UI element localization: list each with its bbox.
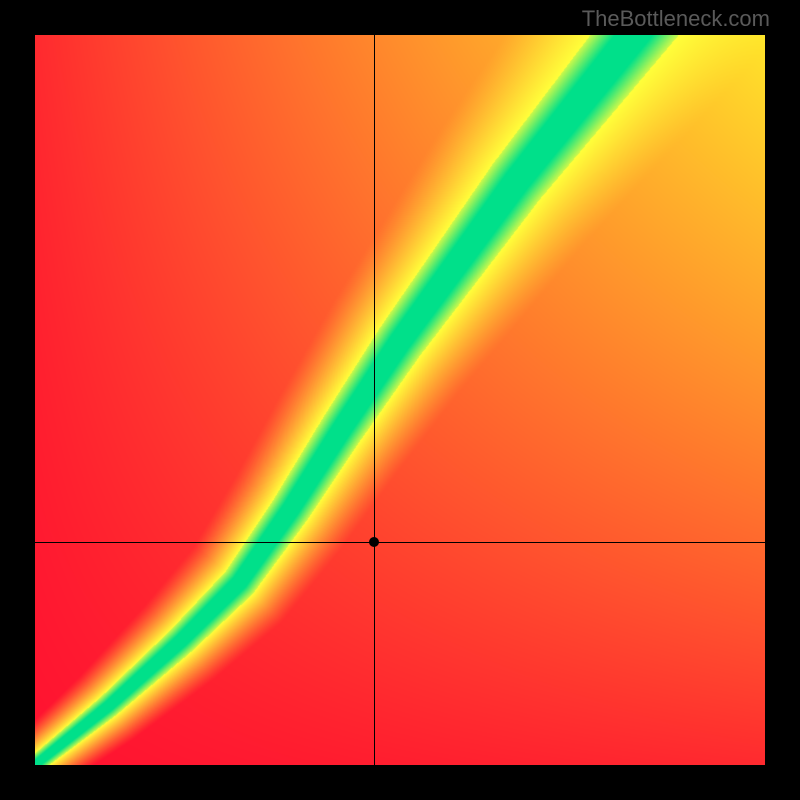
heatmap-plot <box>35 35 765 765</box>
watermark-text: TheBottleneck.com <box>582 6 770 32</box>
crosshair-vertical <box>374 35 375 765</box>
heatmap-canvas <box>35 35 765 765</box>
selection-marker <box>369 537 379 547</box>
crosshair-horizontal <box>35 542 765 543</box>
